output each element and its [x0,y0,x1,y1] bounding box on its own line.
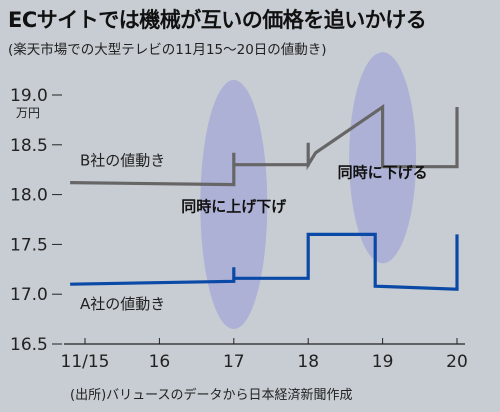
y-tick-label: 19.0 [10,86,48,106]
series-line-2 [70,232,459,291]
x-tick-label: 11/15 [61,352,110,372]
x-tick-label: 18 [297,352,319,372]
x-tick-label: 19 [372,352,394,372]
chart-subtitle: (楽天市場での大型テレビの11月15～20日の値動き) [8,42,327,58]
y-tick-label: 18.5 [10,136,48,156]
series-label-2: A社の値動き [80,295,165,313]
highlight-ellipse-1 [200,80,268,330]
y-tick-label: 17.0 [10,285,48,305]
source-note: (出所)バリュースのデータから日本経済新聞作成 [70,388,353,403]
annotation-label-1: 同時に上げ下げ [181,198,287,216]
y-tick-label: 17.5 [10,235,48,255]
x-tick-label: 16 [149,352,171,372]
page-title: ECサイトでは機械が互いの価格を追いかける [8,8,427,32]
series-label-1: B社の値動き [80,152,165,170]
x-tick-label: 17 [223,352,245,372]
y-unit-label: 万円 [16,106,40,120]
x-tick-label: 20 [446,352,468,372]
series-line-1 [70,103,459,187]
y-tick-label: 16.5 [10,335,48,355]
annotation-label-2: 同時に下げる [338,164,428,182]
y-tick-label: 18.0 [10,186,48,206]
